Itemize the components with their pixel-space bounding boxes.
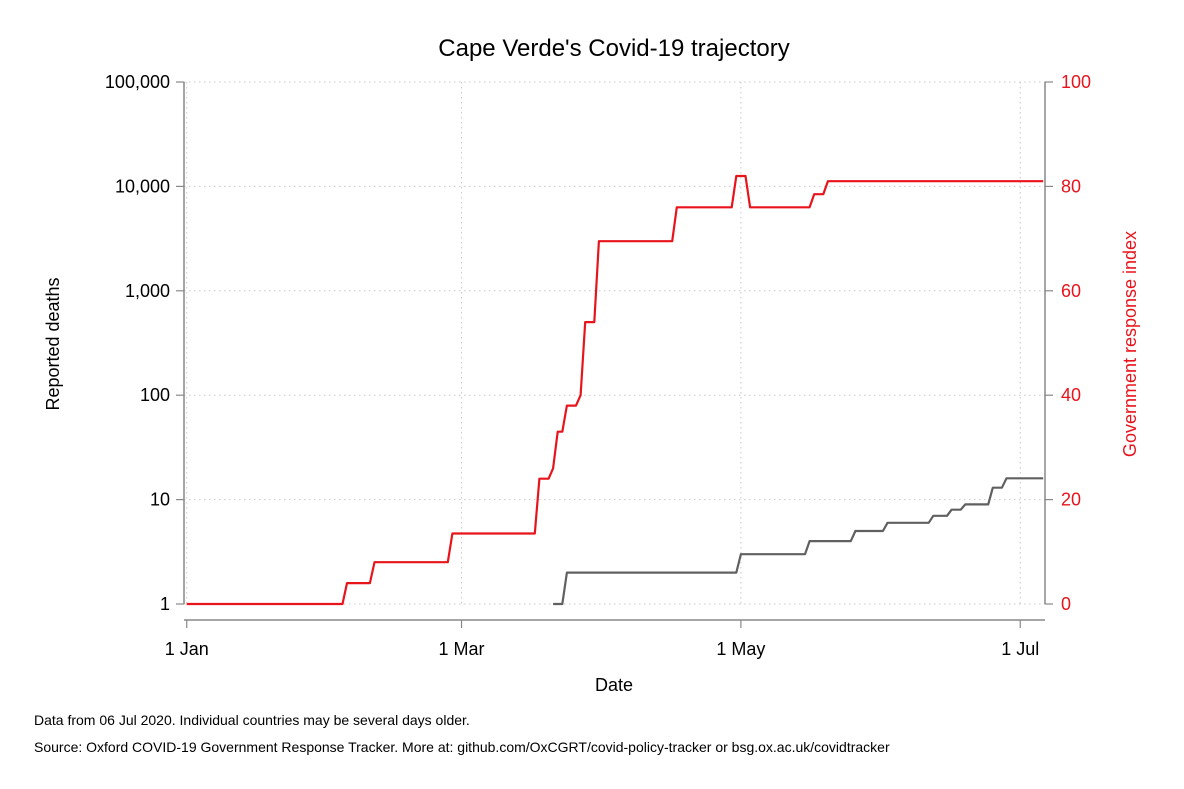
data-date-note: Data from 06 Jul 2020. Individual countr… bbox=[34, 712, 470, 728]
y-left-tick-label: 100 bbox=[140, 385, 170, 405]
y-right-tick-label: 0 bbox=[1061, 594, 1071, 614]
axes: 1 10 100 1,000 10,000 100,000 1 Jan 1 Mar 1 May 1… bbox=[105, 72, 1091, 659]
x-axis-label: Date bbox=[595, 675, 633, 695]
y-left-tick-label: 10,000 bbox=[115, 176, 170, 196]
x-tick-label: 1 May bbox=[716, 639, 765, 659]
x-tick-label: 1 Jul bbox=[1001, 639, 1039, 659]
y-right-tick-label: 20 bbox=[1061, 490, 1081, 510]
y-axis-right-label: Government response index bbox=[1120, 231, 1140, 457]
y-left-tick-label: 1,000 bbox=[125, 281, 170, 301]
y-right-tick-label: 60 bbox=[1061, 281, 1081, 301]
y-right-tick-label: 40 bbox=[1061, 385, 1081, 405]
y-left-tick-label: 1 bbox=[160, 594, 170, 614]
y-axis-left-label: Reported deaths bbox=[43, 277, 63, 410]
grid-lines bbox=[184, 81, 1045, 605]
y-left-tick-label: 10 bbox=[150, 490, 170, 510]
series-layer bbox=[186, 174, 1044, 606]
y-right-tick-label: 80 bbox=[1061, 176, 1081, 196]
source-note: Source: Oxford COVID-19 Government Respo… bbox=[34, 739, 890, 755]
x-tick-label: 1 Mar bbox=[439, 639, 485, 659]
deaths-series-line bbox=[553, 477, 1044, 606]
response-index-series-line bbox=[186, 174, 1044, 606]
y-right-tick-label: 100 bbox=[1061, 72, 1091, 92]
chart-title: Cape Verde's Covid-19 trajectory bbox=[438, 35, 789, 62]
y-left-tick-label: 100,000 bbox=[105, 72, 170, 92]
x-tick-label: 1 Jan bbox=[165, 639, 209, 659]
covid-trajectory-chart: Cape Verde's Covid-19 trajectory 1101001… bbox=[43, 35, 1140, 695]
